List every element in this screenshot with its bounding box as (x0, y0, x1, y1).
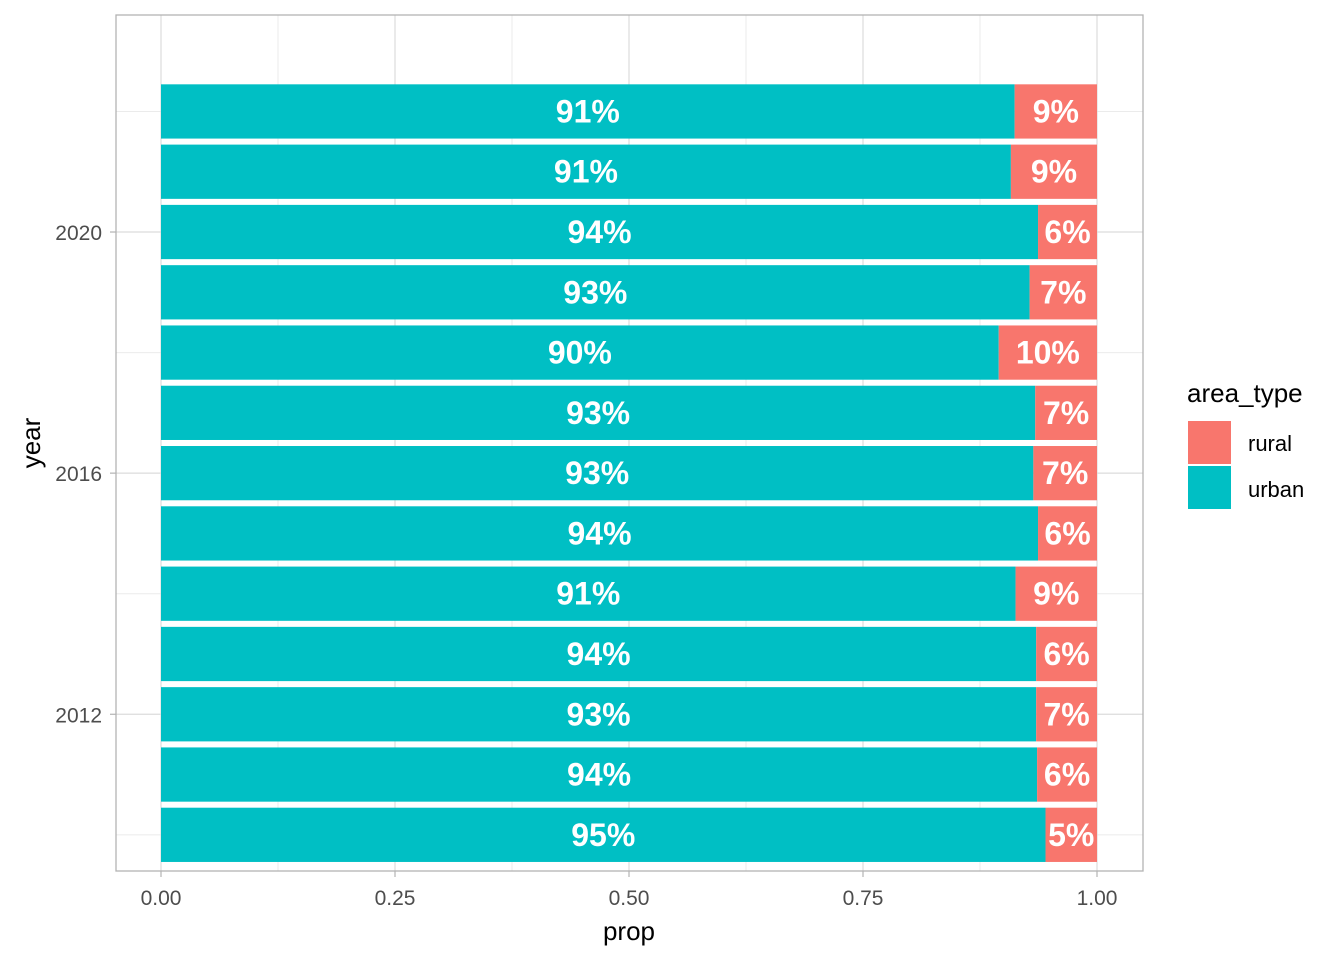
bar-label-rural-2010: 5% (1048, 817, 1094, 853)
bar-label-rural-2015: 6% (1044, 515, 1090, 551)
bar-rural-2016 (1033, 446, 1097, 501)
bar-rural-2020 (1038, 204, 1097, 260)
bar-urban-2011 (161, 747, 1038, 802)
bar-labels-layer: 95% 5% 94% 6% 93% 7% 94% 6% 91% 9% 94% 6% 93% 7% 93% 7%… (548, 93, 1095, 852)
bar-urban-2022 (161, 84, 1015, 139)
x-tick-label: 0.25 (375, 887, 416, 910)
bar-rural-2018 (998, 325, 1097, 380)
bar-urban-2020 (161, 204, 1039, 260)
bar-urban-2015 (161, 506, 1039, 561)
bar-label-urban-2013: 94% (567, 636, 631, 672)
legend-label-rural: rural (1248, 431, 1292, 456)
bar-label-rural-2014: 9% (1033, 576, 1079, 612)
bar-rural-2021 (1010, 144, 1097, 199)
bar-rural-2017 (1035, 385, 1097, 440)
bar-label-urban-2019: 93% (563, 274, 627, 310)
y-tick-label: 2020 (55, 222, 102, 245)
bar-label-urban-2018: 90% (548, 335, 612, 371)
x-tick-label: 0.75 (843, 887, 884, 910)
y-tick-label: 2016 (55, 463, 102, 486)
bar-label-rural-2011: 6% (1044, 757, 1090, 793)
bar-rural-2011 (1037, 747, 1097, 802)
bar-label-urban-2014: 91% (556, 576, 620, 612)
bar-label-rural-2018: 10% (1016, 335, 1080, 371)
bar-rural-2012 (1036, 687, 1097, 742)
bar-rural-2019 (1029, 265, 1097, 320)
legend: area_type rural urban (1187, 378, 1304, 509)
bar-urban-2019 (161, 265, 1030, 320)
bar-label-urban-2011: 94% (567, 757, 631, 793)
bar-urban-2010 (161, 807, 1046, 862)
bar-label-rural-2021: 9% (1031, 154, 1077, 190)
bar-rural-2022 (1014, 84, 1097, 139)
bar-label-rural-2019: 7% (1040, 274, 1086, 310)
bar-rural-2013 (1036, 626, 1097, 682)
bar-label-urban-2015: 94% (567, 515, 631, 551)
bar-urban-2018 (161, 325, 999, 380)
bar-label-urban-2020: 94% (567, 214, 631, 250)
bar-urban-2012 (161, 687, 1037, 742)
bar-urban-2014 (161, 566, 1016, 621)
axes-layer: 0.00 0.25 0.50 0.75 1.00 2012 2016 2020 (55, 222, 1117, 910)
bar-rural-2010 (1045, 807, 1097, 862)
legend-key-rural (1188, 421, 1231, 464)
bar-label-urban-2016: 93% (565, 455, 629, 491)
bar-rural-2015 (1038, 506, 1097, 561)
bar-label-rural-2022: 9% (1033, 93, 1079, 129)
bar-label-urban-2010: 95% (571, 817, 635, 853)
bar-label-urban-2021: 91% (554, 154, 618, 190)
grid-layer (116, 15, 1143, 871)
x-tick-label: 0.00 (141, 887, 182, 910)
bar-label-urban-2017: 93% (566, 395, 630, 431)
bar-label-rural-2012: 7% (1043, 696, 1089, 732)
bar-urban-2017 (161, 385, 1036, 440)
y-axis-title: year (16, 417, 46, 468)
bar-label-rural-2020: 6% (1044, 214, 1090, 250)
bar-label-urban-2012: 93% (567, 696, 631, 732)
bar-label-urban-2022: 91% (556, 93, 620, 129)
bars-layer (161, 84, 1097, 862)
x-tick-label: 1.00 (1077, 887, 1118, 910)
x-tick-label: 0.50 (609, 887, 650, 910)
bar-label-rural-2016: 7% (1042, 455, 1088, 491)
legend-label-urban: urban (1248, 477, 1304, 502)
legend-key-urban (1188, 466, 1231, 509)
y-tick-label: 2012 (55, 704, 102, 727)
bar-label-rural-2013: 6% (1043, 636, 1089, 672)
bar-rural-2014 (1015, 566, 1097, 621)
legend-title: area_type (1187, 378, 1303, 408)
bar-urban-2021 (161, 144, 1011, 199)
x-axis-title: prop (603, 916, 655, 946)
bar-urban-2016 (161, 446, 1034, 501)
bar-label-rural-2017: 7% (1043, 395, 1089, 431)
bar-urban-2013 (161, 626, 1037, 682)
